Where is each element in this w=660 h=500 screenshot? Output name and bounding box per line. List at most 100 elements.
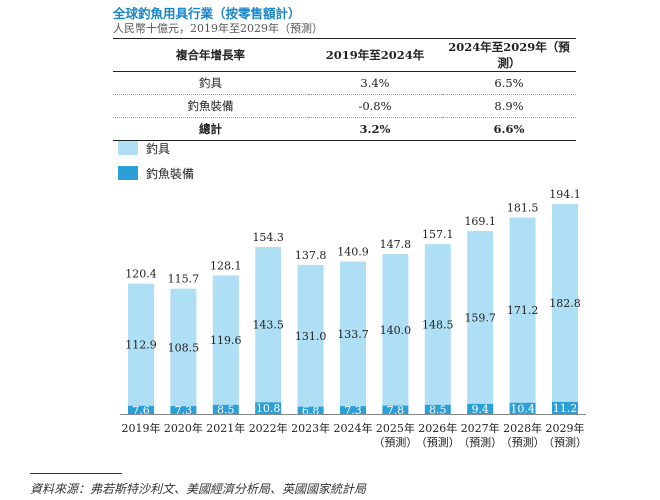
legend-swatch-tackle (118, 141, 138, 155)
data-label-gear: 8.5 (429, 403, 447, 416)
bar-segment-gear (170, 406, 197, 414)
data-label-gear: 7.3 (175, 404, 193, 417)
bar-segment-gear (509, 402, 536, 414)
x-tick-label: （預測） (458, 435, 502, 449)
legend-swatch-gear (118, 166, 138, 180)
legend-label-tackle: 釣具 (146, 141, 171, 156)
data-label-gear: 11.2 (553, 402, 578, 415)
bar-segment-gear (212, 404, 239, 414)
x-tick-label: （預測） (373, 435, 417, 449)
legend-item-gear: 釣魚裝備 (118, 163, 194, 183)
cagr-header-period-1: 2019年至2024年 (308, 38, 442, 72)
x-tick-label: （預測） (416, 435, 460, 449)
x-tick-label: 2028年 (503, 421, 542, 435)
x-tick-label: 2026年 (418, 421, 457, 435)
data-label-tackle: 119.6 (210, 334, 242, 347)
cagr-row-label: 釣具 (113, 71, 308, 95)
bar-segment-tackle (128, 283, 154, 406)
data-label-total: 147.8 (380, 238, 412, 251)
data-label-total: 128.1 (210, 259, 242, 272)
bar-segment-tackle (424, 244, 451, 405)
bar-segment-tackle (382, 254, 409, 406)
x-tick-label: （預測） (543, 435, 587, 449)
bar-segment-gear (255, 402, 282, 414)
x-tick-label: 2027年 (461, 421, 500, 435)
data-label-tackle: 112.9 (125, 339, 157, 352)
bar-segment-gear (340, 406, 366, 414)
data-label-gear: 7.6 (132, 404, 150, 417)
table-row: 釣具 3.4% 6.5% (113, 71, 576, 95)
data-label-tackle: 131.0 (295, 330, 327, 343)
data-label-tackle: 182.8 (549, 297, 581, 310)
x-tick-label: 2019年 (122, 421, 161, 435)
cagr-row-value: 3.2% (308, 117, 442, 141)
x-tick-label: 2022年 (249, 421, 288, 435)
x-tick-label: 2020年 (164, 421, 203, 435)
bar-segment-tackle (297, 264, 324, 407)
data-label-total: 194.1 (549, 188, 581, 201)
cagr-row-value: 3.4% (308, 71, 442, 95)
bar-segment-gear (552, 401, 578, 414)
cagr-row-value: -0.8% (308, 94, 442, 118)
data-label-gear: 6.8 (302, 404, 320, 417)
bar-chart: 112.9 7.6 120.4 2019年 108.5 7.3 115.7 2020年 119.… (120, 188, 587, 449)
x-tick-label: 2024年 (334, 421, 373, 435)
bar-segment-tackle (467, 231, 494, 404)
source-note: 資料來源：弗若斯特沙利文、美國經濟分析局、英國國家統計局 (30, 482, 367, 496)
x-tick-label: 2021年 (206, 421, 245, 435)
cagr-row-label: 釣魚裝備 (113, 94, 308, 118)
cagr-table: 複合年增長率 2019年至2024年 2024年至2029年（預測） 釣具 3.… (113, 38, 576, 141)
cagr-table-header: 複合年增長率 2019年至2024年 2024年至2029年（預測） (113, 38, 576, 72)
bar-segment-gear (424, 404, 451, 414)
cagr-header-label: 複合年增長率 (113, 38, 308, 72)
data-label-total: 115.7 (168, 273, 200, 286)
data-label-gear: 10.8 (256, 402, 281, 415)
table-row-total: 總計 3.2% 6.6% (113, 117, 576, 141)
data-label-gear: 7.3 (344, 404, 362, 417)
chart-legend: 釣具 釣魚裝備 (118, 138, 194, 188)
data-label-total: 181.5 (507, 202, 539, 215)
bar-segment-tackle (212, 275, 239, 405)
data-label-gear: 10.4 (510, 402, 535, 415)
legend-item-tackle: 釣具 (118, 138, 194, 158)
bar-segment-tackle (509, 217, 536, 403)
chart-subtitle: 人民幣十億元，2019年至2029年（預測） (113, 22, 323, 35)
x-tick-label: 2029年 (546, 421, 585, 435)
data-label-total: 120.4 (125, 268, 157, 281)
bar-segment-gear (467, 403, 494, 414)
bar-segment-gear (382, 405, 409, 414)
data-label-tackle: 159.7 (464, 311, 496, 324)
data-label-total: 169.1 (464, 215, 496, 228)
data-label-total: 140.9 (337, 245, 369, 258)
cagr-row-value: 6.6% (442, 117, 576, 141)
data-label-total: 154.3 (252, 231, 284, 244)
data-label-total: 157.1 (422, 228, 454, 241)
cagr-row-value: 8.9% (442, 94, 576, 118)
bar-segment-tackle (170, 288, 197, 407)
x-tick-label: 2023年 (291, 421, 330, 435)
x-tick-label: 2025年 (376, 421, 415, 435)
data-label-gear: 8.5 (217, 403, 235, 416)
data-label-tackle: 108.5 (168, 341, 200, 354)
data-label-tackle: 133.7 (337, 328, 369, 341)
bar-segment-tackle (255, 247, 282, 403)
data-label-total: 137.8 (295, 249, 327, 262)
data-label-tackle: 143.5 (252, 319, 284, 332)
cagr-header-period-2: 2024年至2029年（預測） (442, 38, 576, 72)
data-label-gear: 9.4 (471, 403, 489, 416)
data-label-gear: 7.8 (387, 404, 405, 417)
cagr-row-label: 總計 (113, 117, 308, 141)
cagr-row-value: 6.5% (442, 71, 576, 95)
x-tick-label: （預測） (501, 435, 545, 449)
data-label-tackle: 140.0 (380, 324, 412, 337)
data-label-tackle: 148.5 (422, 318, 454, 331)
bar-segment-gear (128, 405, 154, 414)
bar-segment-tackle (552, 204, 578, 402)
table-row: 釣魚裝備 -0.8% 8.9% (113, 94, 576, 118)
data-label-tackle: 171.2 (507, 304, 539, 317)
chart-title: 全球釣魚用具行業（按零售額計） (113, 6, 301, 21)
footnote-divider (30, 473, 122, 474)
legend-label-gear: 釣魚裝備 (146, 166, 195, 181)
bar-segment-tackle (340, 261, 366, 407)
bar-segment-gear (297, 406, 324, 414)
